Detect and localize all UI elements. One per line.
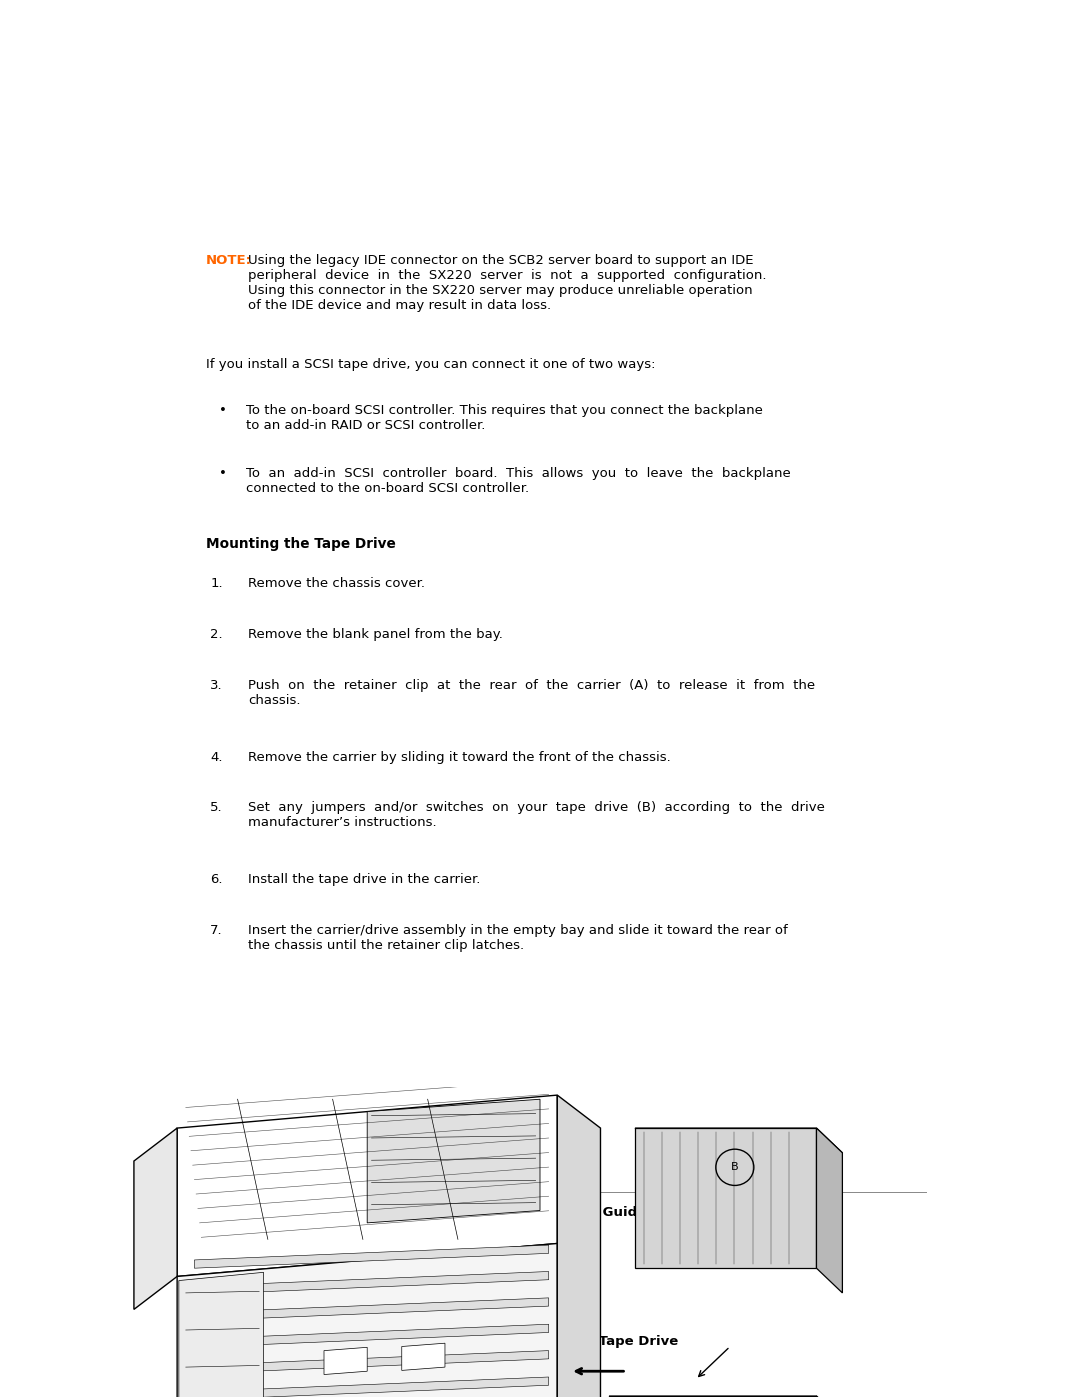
Text: 5.: 5.: [211, 802, 222, 814]
Polygon shape: [194, 1351, 549, 1373]
Polygon shape: [402, 1343, 445, 1370]
Text: •: •: [218, 404, 227, 418]
Text: 2.: 2.: [211, 629, 222, 641]
Text: Push  on  the  retainer  clip  at  the  rear  of  the  carrier  (A)  to  release: Push on the retainer clip at the rear of…: [248, 679, 815, 707]
Text: 6.: 6.: [211, 873, 222, 886]
Polygon shape: [635, 1129, 816, 1268]
Polygon shape: [177, 1243, 557, 1397]
Text: Install the tape drive in the carrier.: Install the tape drive in the carrier.: [248, 873, 481, 886]
Polygon shape: [816, 1129, 842, 1294]
Text: 7.: 7.: [211, 923, 222, 937]
Text: 4.: 4.: [211, 750, 222, 764]
Text: Remove the carrier by sliding it toward the front of the chassis.: Remove the carrier by sliding it toward …: [248, 750, 671, 764]
Polygon shape: [194, 1298, 549, 1322]
Polygon shape: [194, 1377, 549, 1397]
Text: Using the legacy IDE connector on the SCB2 server board to support an IDE
periph: Using the legacy IDE connector on the SC…: [248, 254, 767, 312]
Polygon shape: [134, 1129, 177, 1309]
Text: 1.: 1.: [211, 577, 222, 591]
Text: To  an  add-in  SCSI  controller  board.  This  allows  you  to  leave  the  bac: To an add-in SCSI controller board. This…: [246, 467, 791, 495]
Text: B: B: [731, 1162, 739, 1172]
Text: To the on-board SCSI controller. This requires that you connect the backplane
to: To the on-board SCSI controller. This re…: [246, 404, 764, 432]
Text: Viglen SX220 User Guide: Viglen SX220 User Guide: [460, 1206, 647, 1218]
Polygon shape: [179, 1273, 264, 1397]
Text: Mounting the Tape Drive: Mounting the Tape Drive: [206, 536, 396, 550]
Text: Remove the blank panel from the bay.: Remove the blank panel from the bay.: [248, 629, 503, 641]
Polygon shape: [557, 1095, 600, 1397]
Text: 46: 46: [206, 1206, 225, 1218]
Text: Set  any  jumpers  and/or  switches  on  your  tape  drive  (B)  according  to  : Set any jumpers and/or switches on your …: [248, 802, 825, 830]
Text: Figure 28: Mounting a Tape Drive: Figure 28: Mounting a Tape Drive: [429, 1334, 678, 1348]
Text: 3.: 3.: [211, 679, 222, 692]
Text: •: •: [218, 467, 227, 479]
Polygon shape: [324, 1347, 367, 1375]
Text: NOTE:: NOTE:: [206, 254, 252, 267]
Polygon shape: [194, 1271, 549, 1295]
Polygon shape: [367, 1099, 540, 1222]
Polygon shape: [194, 1324, 549, 1347]
Text: Remove the chassis cover.: Remove the chassis cover.: [248, 577, 426, 591]
Polygon shape: [635, 1129, 842, 1153]
Text: If you install a SCSI tape drive, you can connect it one of two ways:: If you install a SCSI tape drive, you ca…: [206, 358, 656, 372]
Polygon shape: [177, 1095, 557, 1277]
Polygon shape: [194, 1245, 549, 1268]
Text: Insert the carrier/drive assembly in the empty bay and slide it toward the rear : Insert the carrier/drive assembly in the…: [248, 923, 787, 951]
